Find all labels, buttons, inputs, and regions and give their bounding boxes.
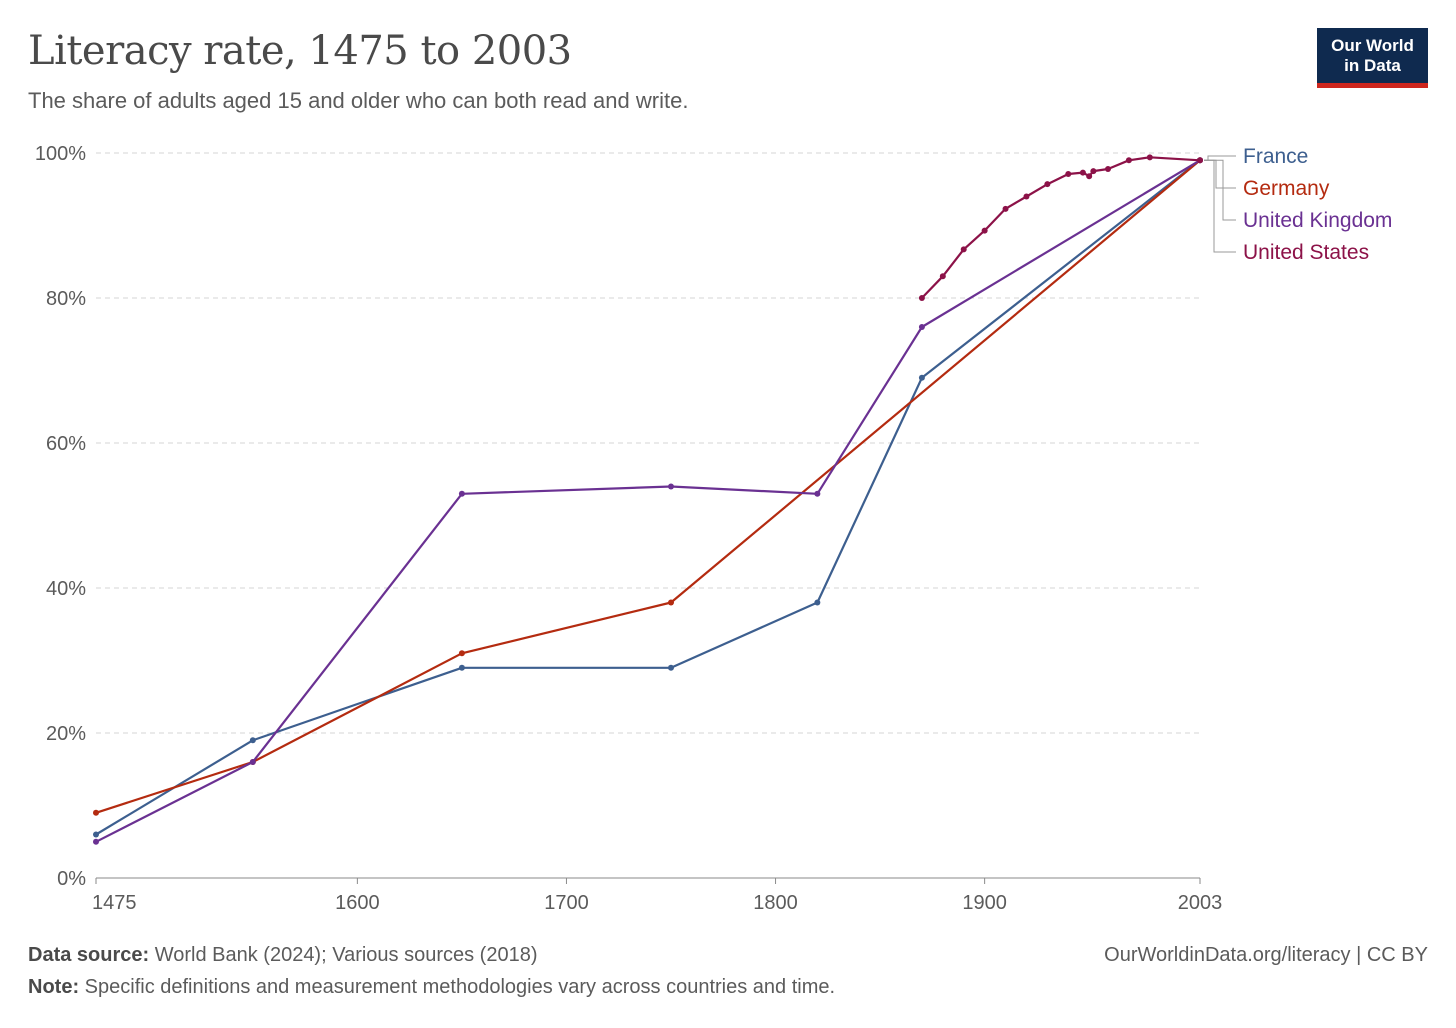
data-point [814,490,821,497]
y-tick-label: 20% [46,723,86,745]
x-tick-label: 1475 [92,892,137,914]
logo-line-2: in Data [1344,56,1401,75]
chart-title: Literacy rate, 1475 to 2003 [28,28,572,74]
y-tick-label: 100% [35,143,86,165]
legend-label: United States [1243,241,1369,264]
data-point [1086,173,1093,180]
note-text: Specific definitions and measurement met… [84,976,836,998]
chart-subtitle: The share of adults aged 15 and older wh… [28,88,689,113]
series-line-united-kingdom [94,159,1202,843]
data-source-text: World Bank (2024); Various sources (2018… [154,944,538,966]
x-tick-label: 1800 [753,892,798,914]
y-tick-label: 40% [46,578,86,600]
data-point [981,227,988,234]
legend-connector [1204,155,1236,161]
legend-label: France [1243,145,1308,168]
data-point [918,324,925,330]
data-point [1065,171,1072,178]
data-point [1002,205,1009,212]
x-tick-label: 1900 [962,892,1007,914]
x-tick-label: 2003 [1178,892,1223,914]
x-tick-label: 1700 [544,892,589,914]
y-tick-label: 80% [46,288,86,310]
legend: France Germany United Kingdom United States [1204,145,1392,264]
data-point [1023,193,1030,200]
axes: 0% 20% 40% 60% 80% 100% 1475 1600 1700 1800 1900 20… [35,143,1222,914]
data-source: Data source: World Bank (2024); Various … [28,944,538,967]
legend-label: Germany [1243,177,1330,200]
data-point [458,650,465,657]
y-tick-label: 0% [57,868,86,890]
data-point [668,599,674,606]
data-source-label: Data source: [28,944,150,966]
data-point [1197,157,1203,164]
data-point [249,737,256,744]
data-point [918,295,925,301]
x-tick-label: 1600 [335,892,380,914]
series-lines [93,154,1203,845]
data-point [960,246,967,253]
data-point [918,374,925,381]
chart-note: Note: Specific definitions and measureme… [28,976,835,999]
note-label: Note: [28,976,80,998]
legend-connector [1204,159,1236,189]
legend-connector [1204,159,1236,221]
data-point [668,483,674,490]
source-credit-link[interactable]: OurWorldinData.org/literacy | CC BY [1104,944,1428,966]
data-point [668,664,674,671]
data-point [1146,154,1153,161]
data-point [1105,165,1111,172]
y-tick-label: 60% [46,433,86,455]
data-point [93,809,99,816]
data-point [1090,168,1097,175]
data-point [93,831,99,838]
data-point [1079,169,1086,176]
data-point [93,838,99,845]
data-point [458,490,465,497]
logo-line-1: Our World [1331,36,1414,55]
data-point [939,273,946,280]
data-point [1044,181,1051,188]
owid-logo[interactable]: Our World in Data [1317,28,1428,88]
legend-label: United Kingdom [1243,209,1392,232]
grid-lines [96,152,1200,734]
data-point [458,664,465,671]
data-point [249,759,256,765]
logo-accent-bar [1317,83,1428,88]
data-point [814,599,821,606]
data-point [1125,157,1132,164]
legend-connector [1204,159,1236,253]
